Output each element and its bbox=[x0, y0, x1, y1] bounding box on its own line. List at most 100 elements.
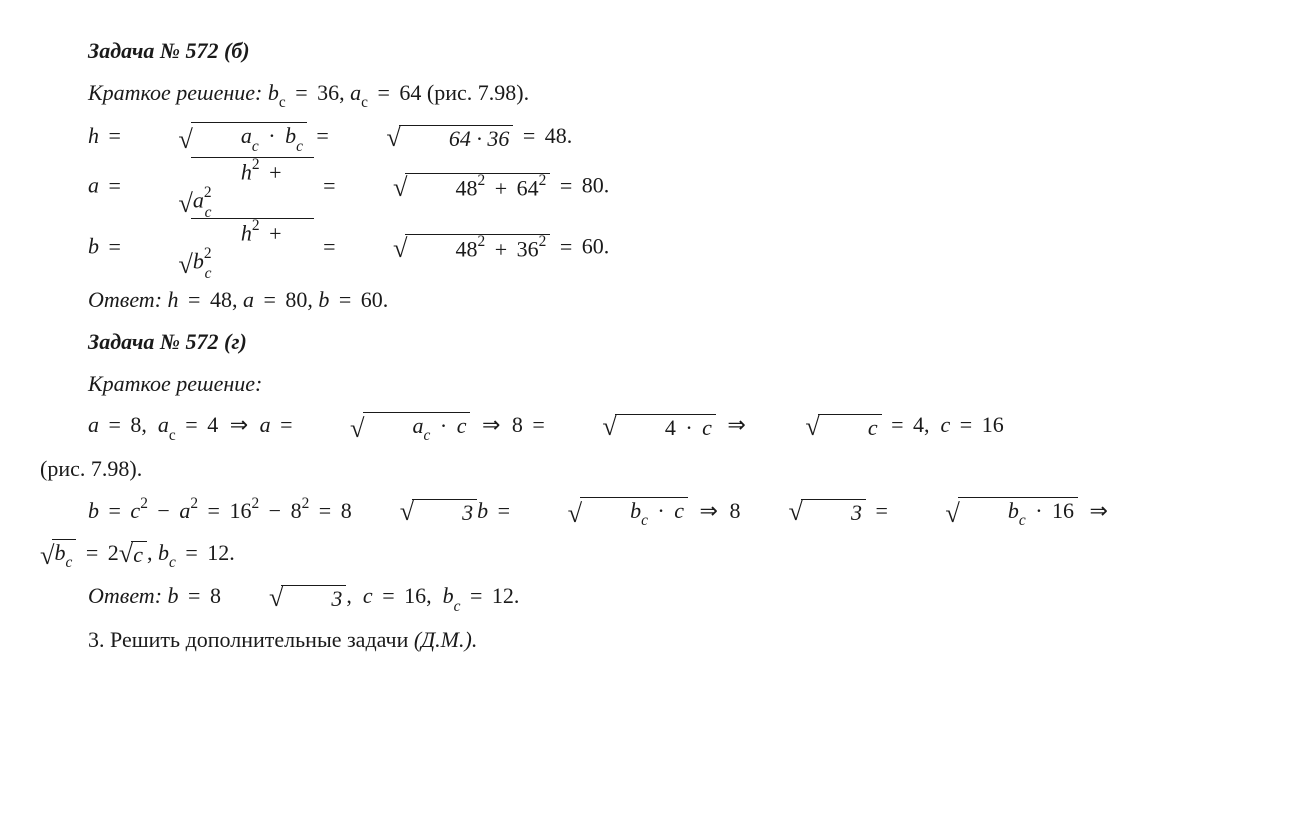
n1: 16 bbox=[229, 498, 251, 523]
b: b bbox=[193, 248, 204, 273]
eq1: = bbox=[184, 583, 204, 608]
sqrt-icon: √ bbox=[221, 584, 283, 610]
sqrt-body: bc · 16 bbox=[958, 497, 1078, 529]
problem2-chain2: b = c2 − a2 = 162 − 82 = 8√3b = √ bc · c… bbox=[40, 490, 1250, 532]
problem2-answer: Ответ: b = 8√3, c = 16, bc = 12. bbox=[40, 575, 1250, 619]
comma1: , bbox=[339, 80, 345, 105]
c: c bbox=[363, 583, 373, 608]
bc2-sub: c bbox=[169, 554, 176, 571]
dot: · bbox=[1031, 498, 1046, 523]
problem2-fig-ref: (рис. 7.98). bbox=[40, 448, 1250, 490]
c: c bbox=[702, 415, 712, 440]
t1: 48 bbox=[455, 176, 477, 201]
sqrt-icon: √ bbox=[119, 540, 133, 566]
sqrt-3a: √3 bbox=[352, 499, 477, 526]
arrow-icon: ⇒ bbox=[721, 412, 751, 437]
e1: 2 bbox=[477, 172, 485, 189]
sqrt-b-vars: √ h2 + b2c bbox=[130, 218, 313, 279]
arrow-icon: ⇒ bbox=[476, 412, 506, 437]
c1: , bbox=[346, 583, 352, 608]
b: b bbox=[1008, 498, 1019, 523]
n1-exp: 2 bbox=[251, 495, 259, 512]
sqrt-b-nums: √ 482 + 362 bbox=[345, 234, 550, 263]
minus2: − bbox=[265, 498, 291, 523]
sqrt-icon: √ bbox=[40, 542, 54, 568]
bc-val: 12 bbox=[492, 583, 514, 608]
h-lhs: h bbox=[88, 123, 99, 148]
coeff: 2 bbox=[108, 540, 119, 565]
sqrt-a-nums: √ 482 + 642 bbox=[345, 173, 550, 202]
b-sub: c bbox=[1019, 512, 1026, 529]
title-prefix: Задача № bbox=[88, 38, 186, 63]
problem1-answer: Ответ: h = 48, a = 80, b = 60. bbox=[40, 279, 1250, 321]
solution-label: Краткое решение: bbox=[88, 371, 262, 396]
sqrt-body: c bbox=[131, 541, 147, 568]
title-number: 572 (г) bbox=[186, 329, 247, 354]
dot: · bbox=[681, 415, 696, 440]
c2: c bbox=[130, 498, 140, 523]
c2-exp: 2 bbox=[140, 495, 148, 512]
sqrt-body: ac · bc bbox=[191, 122, 307, 154]
dot: · bbox=[264, 123, 279, 148]
bc-val: 12 bbox=[207, 540, 229, 565]
eq2: = bbox=[378, 583, 398, 608]
b-sub: c bbox=[205, 265, 212, 282]
a-sub: c bbox=[252, 138, 259, 155]
b: b bbox=[168, 583, 179, 608]
ac-sub: с bbox=[361, 94, 368, 111]
bc2: b bbox=[158, 540, 169, 565]
period: . bbox=[514, 583, 520, 608]
bc-sub: с bbox=[279, 94, 286, 111]
period: . bbox=[383, 287, 389, 312]
sqrt-c: √ c bbox=[757, 414, 881, 441]
a2-exp: 2 bbox=[190, 495, 198, 512]
a-val: 8 bbox=[130, 412, 141, 437]
c-val: 16 bbox=[404, 583, 426, 608]
dot: · bbox=[653, 498, 668, 523]
eq1: = bbox=[105, 412, 131, 437]
eq2: = bbox=[181, 412, 207, 437]
sqrt-body: 64 · 36 bbox=[399, 125, 514, 152]
t2: 64 bbox=[517, 176, 539, 201]
b-result: 60 bbox=[582, 234, 604, 259]
sqrt-bc-16: √ bc · 16 bbox=[897, 497, 1078, 529]
sqrt-bc: √ bc bbox=[40, 539, 76, 571]
a: a bbox=[243, 287, 254, 312]
b: b bbox=[285, 123, 296, 148]
h: h bbox=[168, 287, 179, 312]
mid-lhs: 8 bbox=[512, 412, 523, 437]
eq2: = bbox=[319, 173, 339, 198]
n2-exp: 2 bbox=[302, 495, 310, 512]
b-sub: c bbox=[641, 512, 648, 529]
c: c bbox=[674, 498, 684, 523]
a-lhs: a bbox=[88, 173, 99, 198]
b-sub: c bbox=[65, 554, 72, 571]
arrow-icon: ⇒ bbox=[694, 498, 724, 523]
sqrt-body: h2 + b2c bbox=[191, 218, 314, 279]
period: . bbox=[229, 540, 235, 565]
b-coeff: 8 bbox=[210, 583, 221, 608]
sqrt-icon: √ bbox=[897, 500, 959, 526]
sqrt-h-vars: √ ac · bc bbox=[130, 122, 307, 154]
sqrt-body: 3 bbox=[281, 585, 346, 612]
period: . bbox=[567, 123, 573, 148]
b: b bbox=[54, 540, 65, 565]
eq: = bbox=[105, 234, 125, 259]
h-exp: 2 bbox=[252, 217, 260, 234]
sqrt-bc-c: √ bc · c bbox=[520, 497, 688, 529]
eq: = bbox=[105, 173, 125, 198]
sqrt-icon: √ bbox=[345, 174, 407, 200]
n: 16 bbox=[1052, 498, 1074, 523]
bc: b bbox=[443, 583, 454, 608]
h: h bbox=[241, 221, 252, 246]
sqrt-body: ac · c bbox=[363, 412, 471, 444]
eq2: = bbox=[312, 123, 332, 148]
plus: + bbox=[265, 160, 285, 185]
arrow-icon: ⇒ bbox=[224, 412, 254, 437]
eq3: = bbox=[335, 287, 355, 312]
eq2: = bbox=[181, 540, 201, 565]
t2: 36 bbox=[517, 237, 539, 262]
eq3: = bbox=[466, 583, 486, 608]
problem1-step-a: a = √ h2 + a2c = √ 482 + 642 = 80. bbox=[40, 157, 1250, 218]
t1: 48 bbox=[455, 237, 477, 262]
